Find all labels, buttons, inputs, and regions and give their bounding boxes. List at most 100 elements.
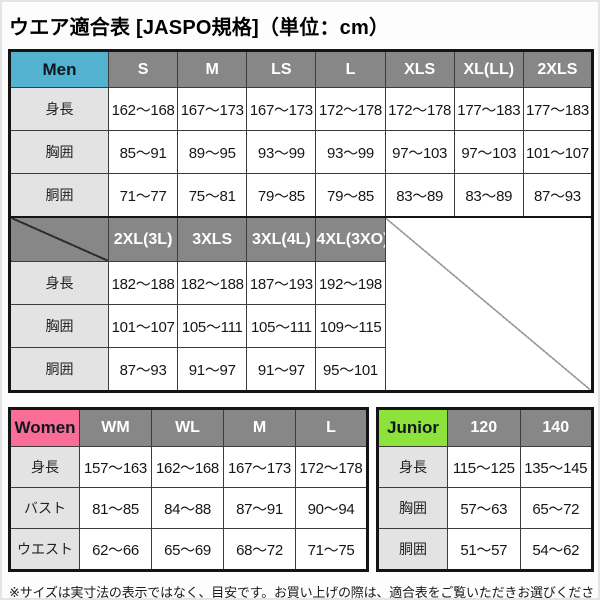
size-header-cell: XL(LL) <box>453 50 524 88</box>
value-cell: 51～57 <box>447 528 521 571</box>
value-cell: 177～183 <box>522 87 594 131</box>
men-waist-row-2: 胴囲 87～93 91～97 91～97 95～101 <box>9 347 593 392</box>
value-cell: 71～75 <box>295 528 368 571</box>
value-cell: 172～178 <box>315 87 386 131</box>
value-cell: 172～178 <box>295 446 368 488</box>
men-header-row: Men S M LS L XLS XL(LL) 2XLS <box>9 50 594 88</box>
value-cell: 105～111 <box>246 304 317 348</box>
value-cell: 109～115 <box>315 304 386 348</box>
measure-label-cell: 身長 <box>9 261 109 305</box>
size-header-cell: XLS <box>384 50 455 88</box>
value-cell: 87～93 <box>522 173 594 218</box>
value-cell: 75～81 <box>177 173 248 218</box>
value-cell: 182～188 <box>107 261 179 305</box>
value-cell: 172～178 <box>384 87 455 131</box>
value-cell: 90～94 <box>295 487 368 529</box>
value-cell: 57～63 <box>447 487 521 529</box>
size-header-cell: 140 <box>519 408 593 447</box>
value-cell: 83～89 <box>384 173 455 218</box>
value-cell: 187～193 <box>246 261 317 305</box>
value-cell: 84～88 <box>151 487 224 529</box>
value-cell: 93～99 <box>315 130 386 174</box>
value-cell: 135～145 <box>519 446 593 488</box>
men-height-row: 身長 162～168 167～173 167～173 172～178 172～1… <box>9 87 594 131</box>
value-cell: 97～103 <box>453 130 524 174</box>
value-cell: 62～66 <box>79 528 152 571</box>
value-cell: 79～85 <box>315 173 386 218</box>
diagonal-empty-region <box>384 216 594 392</box>
women-group-header-cell: Women <box>9 408 80 447</box>
value-cell: 85～91 <box>107 130 179 174</box>
value-cell: 83～89 <box>453 173 524 218</box>
value-cell: 54～62 <box>519 528 593 571</box>
junior-height-row: 身長 115～125 135～145 <box>377 446 593 488</box>
value-cell: 91～97 <box>177 347 248 392</box>
measure-label-cell: 身長 <box>377 446 448 488</box>
value-cell: 91～97 <box>246 347 317 392</box>
measure-label-cell: 胴囲 <box>377 528 448 571</box>
measure-label-cell: 胴囲 <box>9 173 109 218</box>
size-header-cell: WM <box>79 408 152 447</box>
value-cell: 167～173 <box>177 87 248 131</box>
value-cell: 101～107 <box>107 304 179 348</box>
size-header-cell: 120 <box>447 408 521 447</box>
value-cell: 105～111 <box>177 304 248 348</box>
value-cell: 79～85 <box>246 173 317 218</box>
size-header-cell: M <box>223 408 296 447</box>
value-cell: 192～198 <box>315 261 386 305</box>
junior-group-header-cell: Junior <box>377 408 448 447</box>
men-chest-row-2: 胸囲 101～107 105～111 105～111 109～115 <box>9 304 593 348</box>
measure-label-cell: 身長 <box>9 446 80 488</box>
value-cell: 87～93 <box>107 347 179 392</box>
size-header-cell: 3XLS <box>177 216 248 262</box>
junior-chest-row: 胸囲 57～63 65～72 <box>377 487 593 529</box>
size-header-cell: 2XL(3L) <box>107 216 179 262</box>
size-header-cell: S <box>107 50 179 88</box>
value-cell: 101～107 <box>522 130 594 174</box>
bottom-tables: Women WM WL M L 身長 157～163 162～168 167～1… <box>8 407 594 572</box>
size-header-cell: L <box>315 50 386 88</box>
measure-label-cell: 胴囲 <box>9 347 109 392</box>
value-cell: 167～173 <box>223 446 296 488</box>
value-cell: 177～183 <box>453 87 524 131</box>
diagonal-blank-cell <box>9 216 109 262</box>
men-height-row-2: 身長 182～188 182～188 187～193 192～198 <box>9 261 593 305</box>
measure-label-cell: 胸囲 <box>377 487 448 529</box>
size-header-cell: LS <box>246 50 317 88</box>
value-cell: 115～125 <box>447 446 521 488</box>
size-header-cell: L <box>295 408 368 447</box>
measure-label-cell: ウエスト <box>9 528 80 571</box>
value-cell: 65～69 <box>151 528 224 571</box>
value-cell: 65～72 <box>519 487 593 529</box>
size-disclaimer-note: ※サイズは実寸法の表示ではなく、目安です。お買い上げの際は、適合表をご覧いただき… <box>9 585 595 600</box>
measure-label-cell: 胸囲 <box>9 304 109 348</box>
value-cell: 162～168 <box>107 87 179 131</box>
women-size-table: Women WM WL M L 身長 157～163 162～168 167～1… <box>8 407 369 572</box>
women-height-row: 身長 157～163 162～168 167～173 172～178 <box>9 446 368 488</box>
junior-waist-row: 胴囲 51～57 54～62 <box>377 528 593 571</box>
size-header-cell: 3XL(4L) <box>246 216 317 262</box>
value-cell: 87～91 <box>223 487 296 529</box>
value-cell: 162～168 <box>151 446 224 488</box>
men-size-table: Men S M LS L XLS XL(LL) 2XLS 身長 162～168 … <box>8 49 594 393</box>
size-header-cell: 2XLS <box>522 50 594 88</box>
value-cell: 95～101 <box>315 347 386 392</box>
measure-label-cell: バスト <box>9 487 80 529</box>
size-header-cell: WL <box>151 408 224 447</box>
page-title: ウエア適合表 [JASPO規格]（単位：cm） <box>9 17 390 39</box>
measure-label-cell: 胸囲 <box>9 130 109 174</box>
junior-size-table: Junior 120 140 身長 115～125 135～145 胸囲 57～… <box>376 407 594 572</box>
measure-label-cell: 身長 <box>9 87 109 131</box>
men-chest-row: 胸囲 85～91 89～95 93～99 93～99 97～103 97～103… <box>9 130 594 174</box>
junior-header-row: Junior 120 140 <box>377 408 593 447</box>
women-header-row: Women WM WL M L <box>9 408 368 447</box>
men-group-header-cell: Men <box>9 50 109 88</box>
value-cell: 81～85 <box>79 487 152 529</box>
value-cell: 68～72 <box>223 528 296 571</box>
value-cell: 71～77 <box>107 173 179 218</box>
value-cell: 157～163 <box>79 446 152 488</box>
women-waist-row: ウエスト 62～66 65～69 68～72 71～75 <box>9 528 368 571</box>
men-waist-row: 胴囲 71～77 75～81 79～85 79～85 83～89 83～89 8… <box>9 173 594 218</box>
value-cell: 97～103 <box>384 130 455 174</box>
